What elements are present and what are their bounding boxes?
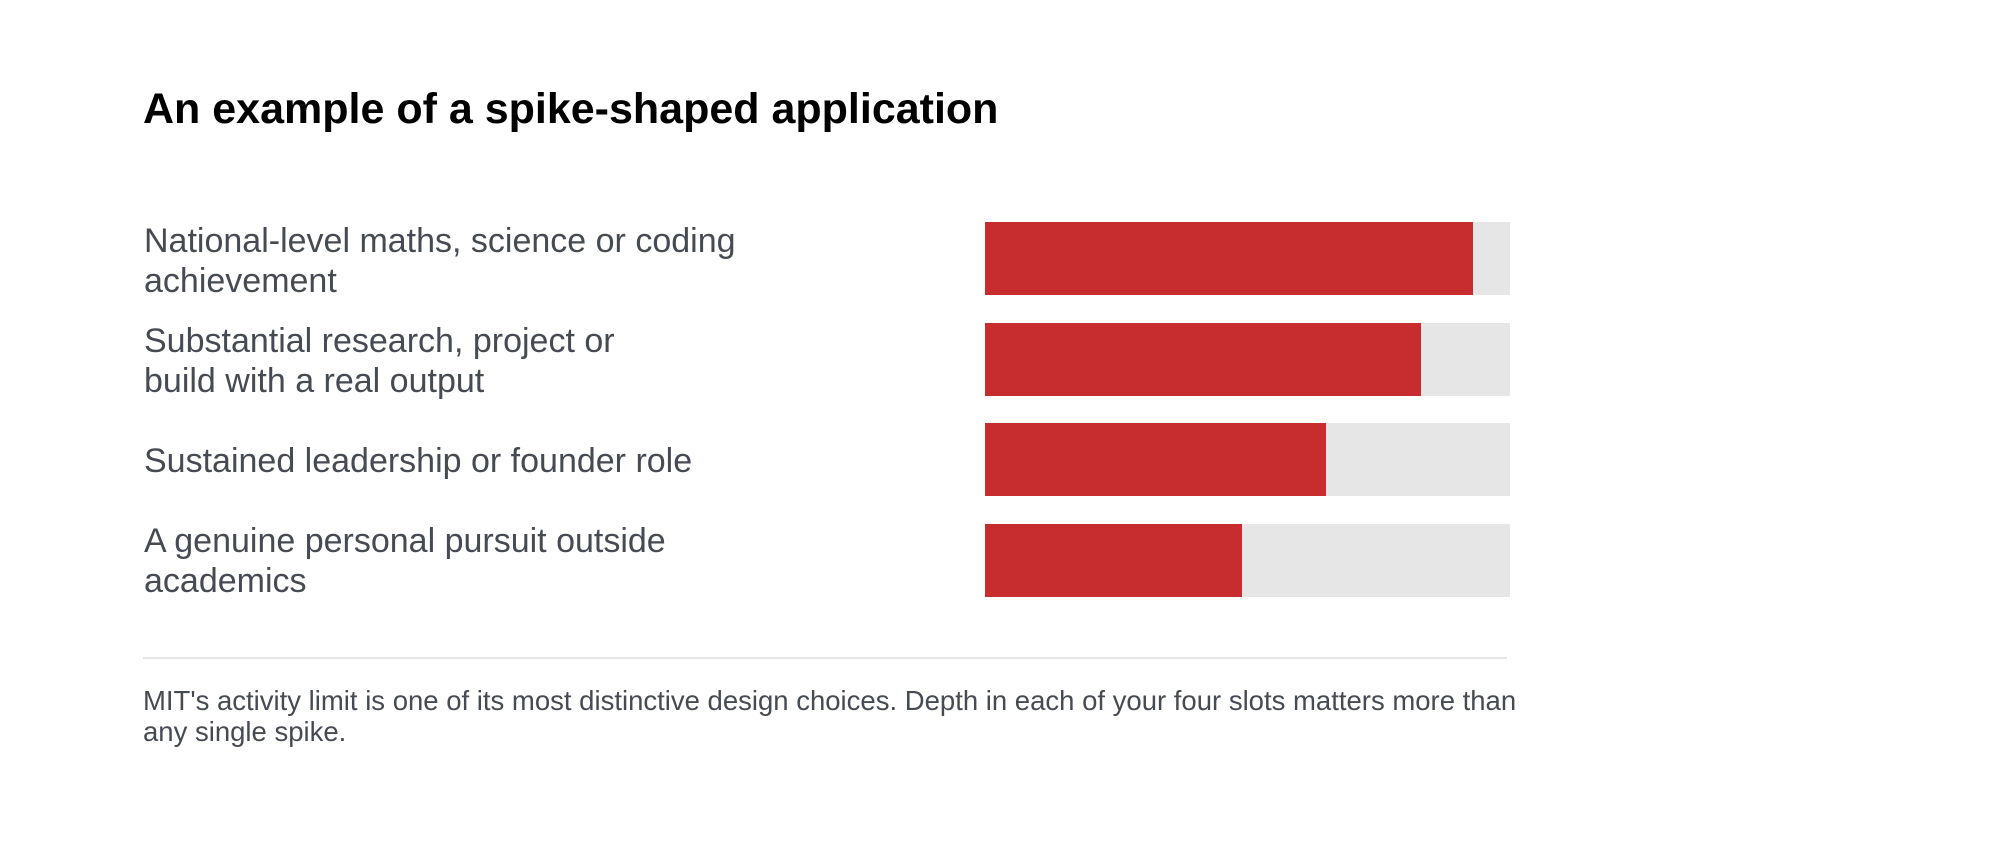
divider [143,657,1507,659]
bar-track-personal-pursuit [985,524,1510,597]
bar-track-national-achievement [985,222,1510,295]
bar-label-national-achievement: National-level maths, science or coding … [144,222,736,300]
bar-national-achievement [985,222,1474,295]
bar-label-research-project: Substantial research, project or build w… [144,322,615,400]
footnote: MIT's activity limit is one of its most … [143,685,1517,747]
bar-track-leadership [985,423,1510,496]
bar-label-leadership: Sustained leadership or founder role [144,442,693,480]
bar-label-personal-pursuit: A genuine personal pursuit outside acade… [144,522,666,600]
chart-title: An example of a spike-shaped application [143,85,999,133]
bar-leadership [985,423,1327,496]
bar-research-project [985,323,1421,396]
bar-track-research-project [985,323,1510,396]
bar-personal-pursuit [985,524,1243,597]
